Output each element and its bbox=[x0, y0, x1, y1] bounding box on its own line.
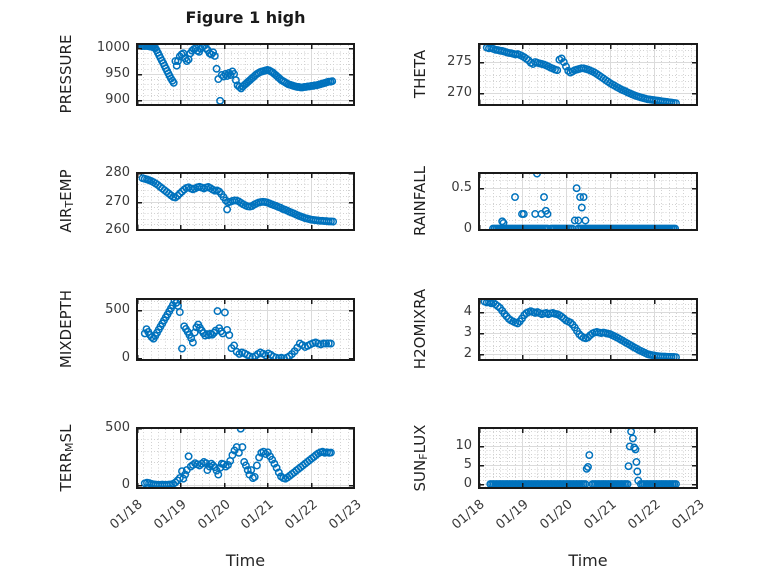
subplot-terr-msl bbox=[136, 427, 356, 489]
axes-box bbox=[478, 427, 699, 489]
y-axis-label-subscript: T bbox=[62, 200, 76, 208]
data-points bbox=[480, 298, 680, 361]
major-grid bbox=[137, 44, 354, 105]
y-tick-label: 2 bbox=[463, 346, 472, 362]
y-axis-label-text: AIR bbox=[57, 207, 75, 233]
x-tick-label: 01/21 bbox=[581, 497, 620, 533]
minor-grid bbox=[480, 174, 696, 229]
plot-canvas-pressure bbox=[136, 43, 356, 106]
y-axis-label-sun-flux: SUN F LUX bbox=[410, 383, 430, 533]
y-tick-label: 3 bbox=[463, 325, 472, 341]
minor-grid bbox=[138, 429, 353, 487]
minor-grid bbox=[480, 429, 696, 487]
subplot-mixdepth bbox=[136, 298, 356, 361]
y-tick-label: 500 bbox=[105, 419, 130, 435]
x-tick-label: 01/22 bbox=[625, 497, 664, 533]
y-tick-label: 0.5 bbox=[451, 180, 472, 196]
axes-box bbox=[478, 43, 699, 106]
plot-canvas-theta bbox=[478, 43, 699, 106]
y-tick-label: 10 bbox=[455, 438, 472, 454]
subplot-rainfall bbox=[478, 172, 699, 231]
axes-box bbox=[136, 43, 356, 106]
plot-canvas-terr_msl bbox=[136, 427, 356, 489]
subplot-theta bbox=[478, 43, 699, 106]
plot-canvas-rainfall bbox=[478, 172, 699, 231]
axes-box bbox=[136, 298, 356, 361]
y-tick-label: 950 bbox=[105, 65, 130, 81]
y-tick-label: 500 bbox=[105, 302, 130, 318]
y-tick-label: 5 bbox=[463, 457, 472, 473]
minor-grid bbox=[480, 300, 696, 359]
plot-canvas-mixdepth bbox=[136, 298, 356, 361]
subplot-pressure bbox=[136, 43, 356, 106]
x-axis-label-time-left: Time bbox=[225, 551, 266, 570]
y-tick-label: 0 bbox=[463, 476, 472, 492]
x-tick-label: 01/22 bbox=[282, 497, 321, 533]
data-points bbox=[138, 174, 338, 226]
y-axis-label-text: EMP bbox=[57, 169, 75, 201]
y-tick-label: 0 bbox=[121, 476, 130, 492]
y-axis-label-text: TERR bbox=[57, 451, 75, 492]
y-tick-label: 900 bbox=[105, 91, 130, 107]
y-axis-label-mixdepth: MIXDEPTH bbox=[56, 254, 76, 404]
y-axis-label-terr-msl: TERR M SL bbox=[56, 383, 76, 533]
x-tick-label: 01/18 bbox=[449, 497, 488, 533]
y-axis-label-subscript: M bbox=[62, 442, 76, 452]
y-axis-label-text: H2OMIXRA bbox=[411, 288, 429, 370]
data-points bbox=[140, 427, 335, 489]
y-axis-label-subscript: F bbox=[416, 453, 430, 460]
x-tick-label: 01/18 bbox=[107, 497, 146, 533]
plot-canvas-h2omixra bbox=[478, 298, 699, 361]
subplot-air-temp bbox=[136, 172, 356, 232]
axes-box bbox=[478, 298, 699, 361]
x-tick-label: 01/20 bbox=[537, 497, 576, 533]
y-axis-label-text: THETA bbox=[411, 49, 429, 99]
y-axis-label-h2omixra: H2OMIXRA bbox=[410, 254, 430, 404]
x-tick-label: 01/23 bbox=[669, 497, 708, 533]
y-axis-label-text: SUN bbox=[411, 459, 429, 492]
y-axis-label-text: RAINFALL bbox=[411, 166, 429, 236]
x-tick-label: 01/21 bbox=[238, 497, 278, 533]
y-axis-label-text: PRESSURE bbox=[57, 34, 75, 114]
subplot-h2omixra bbox=[478, 298, 699, 361]
x-tick-label: 01/19 bbox=[151, 497, 190, 533]
major-grid bbox=[479, 44, 697, 105]
y-tick-label: 0 bbox=[463, 220, 472, 236]
data-points bbox=[138, 43, 337, 105]
y-axis-label-text: SL bbox=[57, 424, 75, 443]
x-tick-label: 01/19 bbox=[493, 497, 532, 533]
figure-title: Figure 1 high bbox=[185, 8, 306, 27]
major-grid bbox=[479, 173, 697, 230]
y-tick-label: 0 bbox=[121, 349, 130, 365]
y-tick-label: 280 bbox=[105, 165, 130, 181]
y-tick-label: 275 bbox=[447, 54, 472, 70]
x-axis-label-time-right: Time bbox=[568, 551, 608, 570]
y-tick-label: 270 bbox=[105, 193, 130, 209]
y-tick-label: 260 bbox=[105, 221, 130, 237]
y-tick-label: 270 bbox=[447, 85, 472, 101]
axes-box bbox=[136, 172, 356, 232]
y-tick-label: 1000 bbox=[96, 40, 130, 56]
plot-canvas-air_temp bbox=[136, 172, 356, 232]
axes-box bbox=[478, 172, 699, 231]
x-tick-label: 01/23 bbox=[326, 497, 365, 533]
y-tick-label: 4 bbox=[463, 304, 472, 320]
data-points bbox=[140, 298, 335, 361]
plot-canvas-sun_flux bbox=[478, 427, 699, 489]
y-axis-label-text: LUX bbox=[411, 424, 429, 454]
axes-box bbox=[136, 427, 356, 489]
y-axis-label-text: MIXDEPTH bbox=[57, 289, 75, 369]
subplot-sun-flux bbox=[478, 427, 699, 489]
data-points bbox=[482, 43, 680, 106]
